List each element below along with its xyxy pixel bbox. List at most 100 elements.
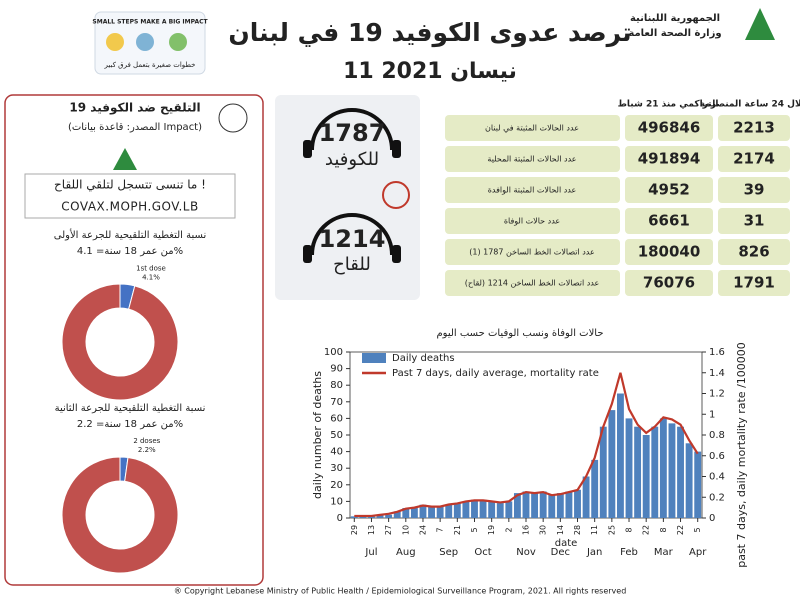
bar xyxy=(385,514,393,518)
legend-label: Past 7 days, daily average, mortality ra… xyxy=(392,368,599,379)
y2-tick-label: 1.4 xyxy=(709,368,725,379)
headset xyxy=(392,140,401,158)
bar xyxy=(565,491,573,518)
y-tick-label: 80 xyxy=(330,380,343,391)
hotline-label: للقاح xyxy=(333,254,371,275)
bar xyxy=(582,476,590,518)
bar xyxy=(436,506,444,518)
x-tick-label: 13 xyxy=(367,525,376,535)
label-cell xyxy=(445,115,620,141)
bar xyxy=(462,501,470,518)
y-tick-label: 0 xyxy=(337,513,343,524)
page-title: ترصد عدوى الكوفيد 19 في لبنان xyxy=(228,18,631,48)
value-cell xyxy=(625,177,713,203)
bar xyxy=(505,501,513,518)
bar xyxy=(685,443,693,518)
republic: الجمهورية اللبنانية xyxy=(630,13,720,24)
value-cell xyxy=(718,208,790,234)
hotline-label: للكوفيد xyxy=(325,149,379,170)
x-tick-label: 5 xyxy=(693,527,702,532)
x-tick-label: 24 xyxy=(418,525,427,535)
label-cell xyxy=(445,270,620,296)
pie-title: نسبة التغطية التلقيحية للجرعة الأولى xyxy=(54,228,206,241)
footer: ® Copyright Lebanese Ministry of Public … xyxy=(174,587,627,596)
value-cell xyxy=(718,239,790,265)
y-tick-label: 40 xyxy=(330,447,343,458)
y2-axis-label: past 7 days, daily mortality rate /10000… xyxy=(735,342,748,568)
daily-value: 31 xyxy=(744,212,765,230)
daily-value: 826 xyxy=(738,243,769,261)
reminder-box xyxy=(24,173,236,219)
y-tick-label: 20 xyxy=(330,480,343,491)
label-cell xyxy=(445,146,620,172)
y2-tick-label: 1.6 xyxy=(709,347,725,358)
month-label: Jul xyxy=(364,547,377,558)
x-tick-label: 30 xyxy=(539,525,548,535)
icon xyxy=(136,33,154,51)
cumulative-value: 491894 xyxy=(638,150,701,168)
pie-subtitle: من عمر 18 سنة= 2.2% xyxy=(77,419,183,430)
x-tick-label: 27 xyxy=(384,525,393,535)
vaccination-source: (المصدر: قاعدة بيانات Impact) xyxy=(68,122,202,133)
slice-value: 2.2% xyxy=(138,446,156,454)
bar xyxy=(445,504,453,518)
month-label: Jan xyxy=(586,547,602,558)
bar xyxy=(531,493,539,518)
bar xyxy=(359,516,367,518)
bar xyxy=(608,410,616,518)
y-axis-label: daily number of deaths xyxy=(311,371,324,499)
x-tick-label: 2 xyxy=(504,527,513,532)
row-label: عدد الحالات المثبتة في لبنان xyxy=(485,124,579,133)
y2-tick-label: 0.6 xyxy=(709,451,725,462)
x-tick-label: 14 xyxy=(556,525,565,535)
x-tick-label: 11 xyxy=(590,525,599,535)
bar xyxy=(402,508,410,518)
row-label: عدد الحالات المثبتة الوافدة xyxy=(488,186,577,195)
bar xyxy=(574,489,581,518)
y2-tick-label: 0.8 xyxy=(709,430,725,441)
pie-slice xyxy=(61,456,179,574)
bar xyxy=(479,499,487,518)
value-cell xyxy=(718,270,790,296)
y2-tick-label: 0.4 xyxy=(709,472,725,483)
x-tick-label: 19 xyxy=(487,525,496,535)
headset xyxy=(310,213,394,256)
y2-tick-label: 0 xyxy=(709,513,715,524)
column-header: خلال 24 ساعة المنصرمة xyxy=(700,100,800,110)
value-cell xyxy=(625,115,713,141)
bar xyxy=(419,504,427,518)
row-label: عدد اتصالات الخط الساخن 1787 (1) xyxy=(469,248,595,257)
x-axis-label: date xyxy=(555,538,578,549)
bar xyxy=(488,501,496,518)
month-label: Apr xyxy=(689,547,707,558)
stamp xyxy=(382,181,410,209)
cumulative-value: 76076 xyxy=(643,274,695,292)
bar xyxy=(634,426,642,518)
bar xyxy=(668,423,676,518)
x-tick-label: 7 xyxy=(436,527,445,532)
bar xyxy=(376,514,384,518)
column-header: التراكمي منذ 21 شباط xyxy=(618,100,719,110)
cumulative-value: 4952 xyxy=(648,181,690,199)
bar xyxy=(625,418,633,518)
month-label: Sep xyxy=(439,547,458,558)
bar xyxy=(522,491,530,518)
line xyxy=(354,372,699,518)
x-tick-label: 21 xyxy=(453,525,462,535)
bar xyxy=(642,435,650,518)
value-cell xyxy=(718,115,790,141)
bar xyxy=(513,493,521,518)
bar xyxy=(677,426,684,518)
cumulative-value: 496846 xyxy=(638,119,701,137)
bar xyxy=(599,426,607,518)
y2-tick-label: 1.2 xyxy=(709,389,725,400)
bar xyxy=(651,426,659,518)
bar xyxy=(471,499,478,518)
campaign-arabic: خطوات صغيرة بتعمل فرق كبير xyxy=(104,61,196,69)
label-cell xyxy=(445,208,620,234)
bar xyxy=(350,516,358,518)
row-label: عدد الحالات المثبتة المحلية xyxy=(487,155,576,164)
y2-tick-label: 1 xyxy=(709,409,715,420)
y-tick-label: 50 xyxy=(330,430,343,441)
